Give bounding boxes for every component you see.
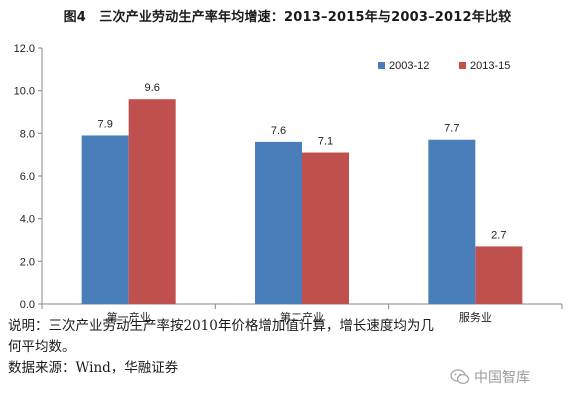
watermark-text: 中国智库 <box>474 370 530 386</box>
bars <box>81 99 523 304</box>
note-line-2: 何平均数。 <box>8 339 76 355</box>
footnote: 说明：三次产业劳动生产率按2010年价格增加值计算，增长速度均为几 何平均数。 … <box>8 316 568 379</box>
legend: 2003-12 2013-15 <box>378 60 510 72</box>
y-tick-label: 0.0 <box>20 299 35 311</box>
legend-swatch <box>459 62 466 69</box>
bar <box>255 141 302 304</box>
data-label: 7.9 <box>98 118 113 130</box>
bar <box>81 135 129 304</box>
y-tick-label: 6.0 <box>20 171 35 183</box>
y-tick-label: 2.0 <box>20 256 35 268</box>
data-label: 7.7 <box>444 123 459 135</box>
data-label: 7.1 <box>318 136 333 148</box>
watermark: 中国智库 <box>450 366 568 388</box>
x-tick-label: 第一产业 <box>107 310 151 324</box>
x-tick-label: 第二产业 <box>280 310 324 324</box>
bar <box>428 139 476 304</box>
legend-swatch <box>378 62 385 69</box>
y-tick-label: 8.0 <box>20 128 35 140</box>
note-line-1: 说明：三次产业劳动生产率按2010年价格增加值计算，增长速度均为几 <box>8 318 434 334</box>
source-line: 数据来源：Wind，华融证券 <box>8 360 179 376</box>
y-tick-label: 12.0 <box>14 43 35 55</box>
legend-label: 2013-15 <box>470 60 510 72</box>
x-tick-label: 服务业 <box>459 311 492 324</box>
value-labels: 7.9 9.6 7.6 7.1 7.7 2.7 <box>98 82 507 241</box>
data-label: 9.6 <box>145 82 160 94</box>
bar <box>128 99 176 304</box>
y-tick-label: 4.0 <box>20 214 35 226</box>
data-label: 2.7 <box>491 229 506 241</box>
chart-title: 图4 三次产业劳动生产率年均增速：2013–2015年与2003–2012年比较 <box>63 10 512 25</box>
y-tick-label: 10.0 <box>14 86 35 98</box>
data-label: 7.6 <box>271 125 286 137</box>
wechat-icon <box>450 369 470 385</box>
bar <box>475 246 523 304</box>
axes: 0.0 2.0 4.0 6.0 8.0 10.0 12.0 第一产业 第二产业 服务业 <box>14 43 563 324</box>
legend-label: 2003-12 <box>389 60 429 72</box>
bar <box>302 152 349 304</box>
